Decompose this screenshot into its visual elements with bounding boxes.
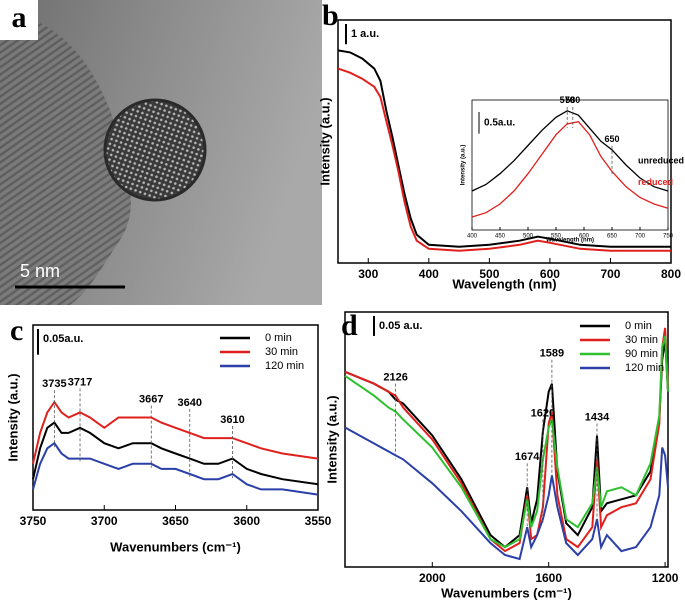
chart-panel: 2000 1600 1200 Wavenumbers (cm⁻¹) Intensity … xyxy=(324,309,678,601)
legend-label: 30 min xyxy=(265,346,298,358)
x-tick-label: 1600 xyxy=(535,571,562,585)
chart-panel: 400 450 500 550 600 650 700 750 Wavelength (nm) I… xyxy=(461,95,684,243)
scale-bar-label: 5 nm xyxy=(20,261,60,281)
y-axis-label: Intensity (a.u.) xyxy=(317,97,332,185)
x-tick-label: 400 xyxy=(467,234,478,240)
series-label: reduced xyxy=(638,177,673,187)
plot-frame xyxy=(344,311,669,568)
peak-label: 1589 xyxy=(540,348,564,360)
panel-label: c xyxy=(10,314,23,347)
x-tick-label: 3600 xyxy=(233,514,260,528)
y-axis-label: Intensity (a.u.) xyxy=(324,395,339,483)
x-tick-label: 750 xyxy=(663,234,674,240)
x-axis-label: Wavenumbers (cm⁻¹) xyxy=(110,539,241,554)
x-tick-label: 550 xyxy=(551,234,562,240)
legend-label: 90 min xyxy=(625,348,658,360)
legend-label: 120 min xyxy=(625,362,664,374)
legend-label: 0 min xyxy=(625,320,652,332)
x-tick-label: 500 xyxy=(479,267,499,281)
x-tick-label: 300 xyxy=(358,267,378,281)
peak-label: 3735 xyxy=(42,378,66,390)
x-tick-label: 400 xyxy=(419,267,439,281)
x-tick-label: 3700 xyxy=(91,514,118,528)
plot-frame xyxy=(337,19,672,264)
x-tick-label: 3650 xyxy=(162,514,189,528)
spectrum-line xyxy=(344,335,669,549)
inset-background xyxy=(472,100,668,230)
legend-label: 0 min xyxy=(265,332,292,344)
x-tick-label: 500 xyxy=(523,234,534,240)
peak-label: 3640 xyxy=(178,397,202,409)
peak-label: 1620 xyxy=(531,407,555,419)
x-tick-label: 3550 xyxy=(305,514,332,528)
x-tick-label: 450 xyxy=(495,234,506,240)
legend-label: 30 min xyxy=(625,334,658,346)
x-axis-label: Wavenumbers (cm⁻¹) xyxy=(441,585,572,600)
spectrum-line xyxy=(344,426,669,561)
peak-label: 3610 xyxy=(220,414,244,426)
y-axis-label: Intensity (a.u.) xyxy=(5,373,20,461)
scale-bar-label: 0.5a.u. xyxy=(484,117,515,128)
chart-panel: 300 400 500 600 700 800 Wavelength (nm) Intensi… xyxy=(317,0,681,291)
x-axis-label: Wavelength (nm) xyxy=(452,276,556,291)
x-tick-label: 600 xyxy=(579,234,590,240)
spectrum-line xyxy=(337,49,671,248)
series-label: unreduced xyxy=(638,155,684,165)
peak-label: 3667 xyxy=(139,393,163,405)
scale-bar-label: 0.05 a.u. xyxy=(379,320,422,332)
x-tick-label: 600 xyxy=(540,267,560,281)
x-tick-label: 650 xyxy=(607,234,618,240)
peak-label: 3717 xyxy=(68,376,92,388)
panel-label: d xyxy=(341,309,358,342)
x-tick-label: 700 xyxy=(600,267,620,281)
x-tick-label: 1200 xyxy=(652,571,679,585)
spectrum-line xyxy=(337,67,671,252)
panel-label: b xyxy=(322,0,339,32)
x-tick-label: 800 xyxy=(661,267,681,281)
tem-image: a 5 nm xyxy=(0,0,322,305)
peak-label: 570 xyxy=(560,95,575,105)
spectrum-line xyxy=(32,441,319,496)
scale-bar-label: 1 a.u. xyxy=(351,28,379,40)
peak-label: 1674 xyxy=(515,451,540,463)
plot-frame xyxy=(471,99,669,231)
chart-panel: 3750 3700 3650 3600 3550 Wavenumbers (cm⁻¹) In… xyxy=(5,314,331,555)
spectrum-line xyxy=(32,421,319,486)
x-axis-label: Wavelength (nm) xyxy=(546,238,594,244)
x-tick-label: 2000 xyxy=(419,571,446,585)
scale-bar-label: 0.05a.u. xyxy=(43,333,83,345)
spectrum-line xyxy=(32,400,319,465)
panel-label: a xyxy=(12,1,27,34)
y-axis-label: Intensity (a.u.) xyxy=(461,145,467,186)
peak-label: 650 xyxy=(604,134,619,144)
spectrum-line xyxy=(344,327,669,553)
peak-label: 580 xyxy=(565,95,580,105)
legend-label: 120 min xyxy=(265,360,304,372)
peak-label: 1434 xyxy=(585,411,610,423)
x-tick-label: 3750 xyxy=(20,514,47,528)
x-tick-label: 700 xyxy=(635,234,646,240)
peak-label: 2126 xyxy=(383,372,407,384)
